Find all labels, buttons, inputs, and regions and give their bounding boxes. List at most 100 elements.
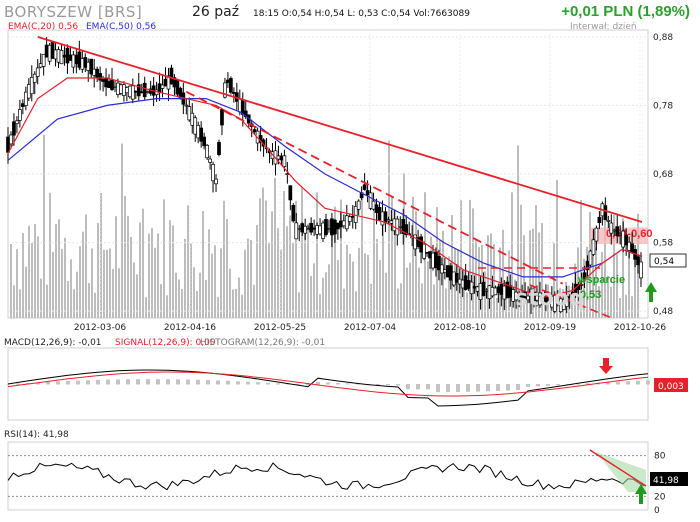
volume-bar [298, 292, 300, 318]
candle-body [116, 82, 120, 95]
volume-bar [442, 230, 444, 318]
volume-bar [418, 267, 420, 318]
volume-bar [223, 200, 225, 318]
volume-bar [319, 294, 321, 318]
volume-bar [592, 230, 594, 318]
date-label: 26 paź [192, 4, 240, 20]
candle-body [169, 67, 174, 85]
volume-bar [496, 297, 498, 318]
volume-bar [448, 256, 450, 318]
volume-bar [595, 247, 597, 318]
candle-body [47, 44, 52, 62]
volume-bar [505, 288, 507, 318]
candle-body [434, 251, 438, 269]
candle-body [333, 219, 337, 235]
volume-bar [244, 249, 246, 318]
volume-bar [622, 218, 624, 318]
candle-body [95, 68, 100, 79]
macd-histogram-bar [506, 384, 510, 391]
candle-body [386, 219, 391, 222]
candle-body [330, 218, 334, 236]
macd-histogram-bar [436, 384, 440, 393]
volume-bar [37, 236, 39, 318]
candle-body [312, 227, 316, 230]
candle-body [457, 278, 462, 285]
y-tick-label: 0,88 [653, 33, 673, 43]
macd-histogram-bar [166, 379, 170, 385]
volume-bar [250, 239, 252, 318]
volume-bar [142, 208, 144, 318]
macd-histogram-bar [586, 383, 590, 385]
volume-bar [157, 233, 159, 318]
volume-bar [556, 179, 558, 318]
volume-bar [10, 244, 12, 318]
volume-bar [370, 284, 372, 318]
candle-body [496, 286, 501, 294]
candle-body [119, 84, 123, 94]
candle-body [187, 106, 192, 121]
macd-histogram-bar [136, 379, 140, 385]
candle-body [92, 68, 97, 76]
candle-body [621, 230, 626, 248]
volume-bar [220, 248, 222, 318]
macd-histogram-bar [86, 380, 90, 385]
legend-ema20: EMA(C,20) 0,56 [8, 22, 79, 32]
watermark: stooq [515, 286, 585, 311]
candle-body [389, 220, 394, 224]
macd-histogram-bar [476, 384, 480, 392]
volume-bar [55, 224, 57, 318]
volume-bar [94, 292, 96, 318]
macd-histogram-bar [66, 380, 70, 385]
volume-bar [568, 285, 570, 318]
volume-bar [286, 226, 288, 318]
x-tick-label: 2012-04-16 [164, 323, 217, 333]
volume-bar [151, 228, 153, 318]
macd-histogram-bar [46, 381, 50, 385]
rsi-tick-label: 0 [654, 506, 660, 516]
candle-body [297, 228, 302, 230]
candle-body [62, 54, 67, 58]
volume-bar [265, 200, 267, 318]
rsi-tick-label: 20 [654, 492, 666, 502]
volume-bar [406, 267, 408, 318]
volume-bar [148, 233, 150, 318]
volume-bar [154, 247, 156, 318]
candle-body [59, 49, 64, 65]
candle-body [478, 283, 483, 300]
volume-bar [307, 223, 309, 318]
volume-bar [364, 253, 366, 318]
candle-body [309, 223, 313, 233]
candle-body [395, 218, 400, 236]
candle-body [431, 252, 435, 269]
volume-bar [463, 270, 465, 318]
volume-bar [340, 199, 342, 318]
volume-bar [358, 247, 360, 318]
volume-bar [337, 260, 339, 318]
lower-trend-line [529, 284, 613, 319]
ema50-line [7, 98, 643, 278]
x-tick-label: 2012-03-06 [74, 323, 127, 333]
volume-bar [460, 200, 462, 318]
candle-body [336, 222, 340, 230]
macd-line [7, 369, 649, 407]
volume-bar [202, 211, 204, 318]
volume-bar [313, 263, 315, 318]
volume-bar [532, 228, 534, 318]
y-tick-label: 0,48 [653, 307, 673, 317]
volume-bar [427, 261, 429, 318]
candle-body [502, 285, 507, 300]
macd-histogram-bar [636, 380, 640, 385]
volume-bar [85, 214, 87, 318]
candle-body [353, 205, 358, 223]
macd-histogram-bar [266, 382, 270, 385]
candle-body [205, 145, 209, 159]
candle-body [282, 155, 287, 167]
candle-body [193, 117, 198, 135]
volume-bar [478, 247, 480, 318]
candle-body [15, 120, 19, 125]
volume-bar [520, 204, 522, 318]
candle-body [202, 136, 206, 147]
volume-bar [583, 258, 585, 318]
volume-bar [355, 291, 357, 318]
rsi-tick-label: 80 [654, 452, 666, 462]
